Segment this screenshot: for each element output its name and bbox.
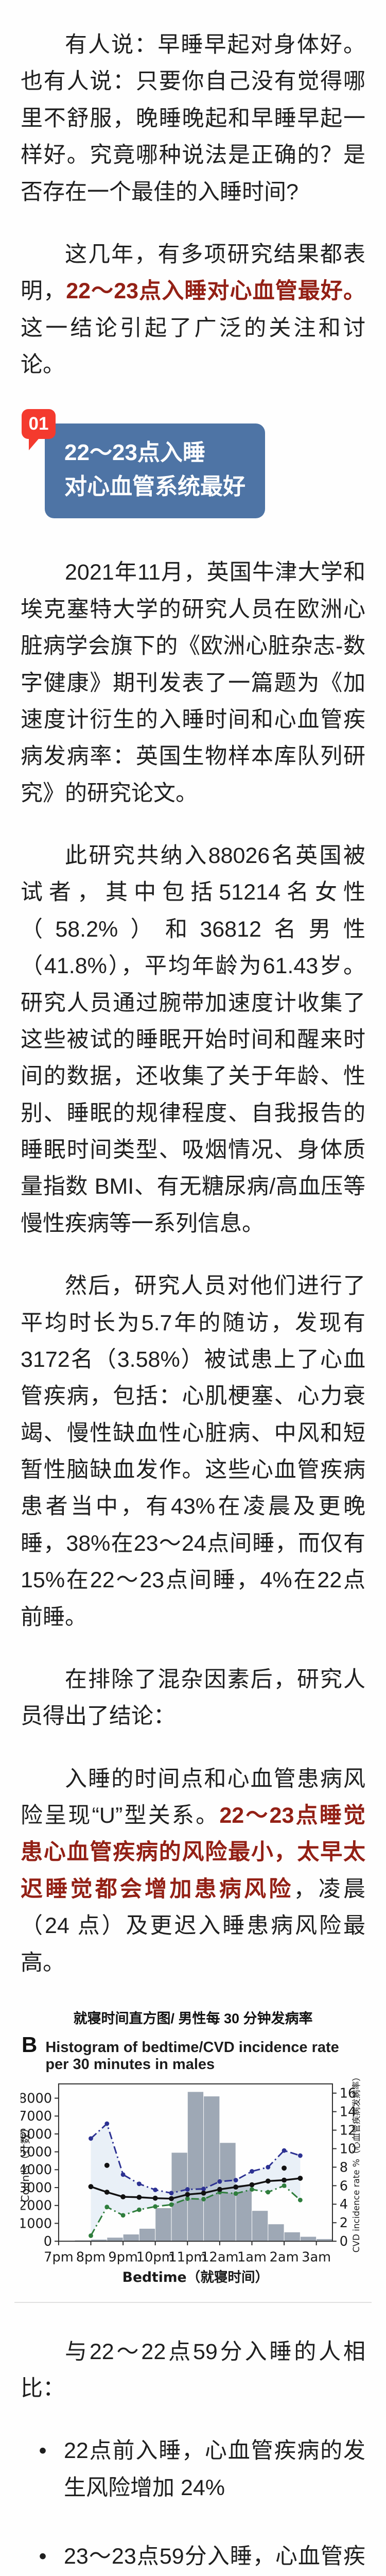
chart-svg: 0 1000 2000 3000 4000 5000 6000 7000 8000 0 2 4 6 8 10… [21, 2076, 361, 2285]
text-run: 此研究共纳入88026名英国被试者，其中包括51214名女性（58.2%）和36… [21, 843, 365, 1236]
svg-text:2am: 2am [270, 2249, 299, 2265]
svg-text:2000: 2000 [21, 2198, 52, 2214]
svg-text:8pm: 8pm [76, 2249, 106, 2265]
text-run: 在排除了混杂因素后，研究人员得出了结论： [21, 1667, 365, 1729]
paragraph: 2021年11月，英国牛津大学和埃克塞特大学的研究人员在欧洲心脏病学会旗下的《欧… [21, 554, 365, 812]
svg-text:0: 0 [340, 2234, 348, 2249]
svg-text:16: 16 [340, 2086, 357, 2101]
y-axis-label-right: CVD incidence rate %（心血管疾病发病率） [351, 2076, 361, 2252]
paragraph: 然后，研究人员对他们进行了平均时长为5.7年的随访，发现有3172名（3.58%… [21, 1268, 365, 1636]
svg-text:5000: 5000 [21, 2144, 52, 2160]
text-run: 2021年11月，英国牛津大学和埃克塞特大学的研究人员在欧洲心脏病学会旗下的《欧… [21, 560, 365, 806]
text-run: 然后，研究人员对他们进行了平均时长为5.7年的随访，发现有3172名（3.58%… [21, 1274, 365, 1630]
axis-ticks [55, 2092, 337, 2245]
section-title-box: 22～23点入睡 对心血管系统最好 [45, 423, 265, 519]
markers-black-solid-center [88, 2175, 303, 2201]
svg-text:7pm: 7pm [44, 2249, 74, 2265]
svg-text:8: 8 [340, 2160, 348, 2175]
svg-text:1am: 1am [237, 2249, 267, 2265]
text-run: 入睡的时间点和心血管患病风险呈现“U”型关系。 [21, 1766, 365, 1828]
histogram-bars [59, 2092, 332, 2242]
figure-caption-zh: 就寝时间直方图/ 男性每 30 分钟发病率 [73, 2010, 313, 2026]
svg-text:8000: 8000 [21, 2091, 52, 2106]
svg-text:2: 2 [340, 2215, 348, 2231]
section-number-badge: 01 [22, 409, 56, 439]
text-run: 22点前入睡，心血管疾病的发生风险增加 24% [64, 2438, 365, 2500]
bullet-item: • 22点前入睡，心血管疾病的发生风险增加 24% [21, 2433, 365, 2506]
paragraph: 在排除了混杂因素后，研究人员得出了结论： [21, 1662, 365, 1735]
svg-text:4: 4 [340, 2197, 348, 2212]
paragraph: 与22～22点59分入睡的人相比： [21, 2334, 365, 2408]
text-run: 这一结论引起了广泛的关注和讨论。 [21, 315, 365, 377]
x-axis-label: Bedtime（就寝时间） [122, 2269, 269, 2285]
svg-text:6000: 6000 [21, 2127, 52, 2142]
series-green-dashdot-lower [90, 2184, 301, 2236]
confidence-band [91, 2123, 301, 2236]
plot-frame [58, 2083, 333, 2242]
markers-green-dashdot-lower [89, 2183, 303, 2238]
text-run: ，凌晨（24 点）及更迟入睡患病风险最高。 [21, 1876, 366, 1975]
paragraph: 这几年，有多项研究结果都表明，22～23点入睡对心血管最好。这一结论引起了广泛的… [21, 236, 365, 384]
series-blue-dashdot-upper [90, 2122, 301, 2194]
markers-blue-dashdot-upper [89, 2121, 303, 2196]
svg-text:14: 14 [340, 2104, 357, 2120]
svg-text:7000: 7000 [21, 2109, 52, 2124]
bullet-dot-icon: • [39, 2544, 47, 2569]
series-black-solid-center [90, 2177, 301, 2200]
article-body: 有人说：早睡早起对身体好。也有人说：只要你自己没有觉得哪里不舒服，晚睡晚起和早睡… [14, 27, 372, 2576]
chart-container: 0 1000 2000 3000 4000 5000 6000 7000 8000 0 2 4 6 8 10… [21, 2076, 365, 2289]
highlight-text: 22～23点睡觉患心血管疾病的风险最小，太早太迟睡觉都会增加患病风险 [21, 1803, 365, 1902]
text-run: 23～23点59分入睡，心血管疾病的发生风险增加 12% [64, 2544, 365, 2569]
bullet-text: 23～23点59分入睡，心血管疾病的发生风险增加 12% [64, 2538, 365, 2576]
svg-text:12am: 12am [201, 2249, 238, 2265]
svg-text:9pm: 9pm [108, 2249, 138, 2265]
text-run: 有人说：早睡早起对身体好。也有人说：只要你自己没有觉得哪里不舒服，晚睡晚起和早睡… [21, 32, 365, 205]
svg-text:6: 6 [340, 2178, 348, 2194]
svg-text:12: 12 [340, 2123, 357, 2138]
section-title-line2: 对心血管系统最好 [64, 474, 245, 500]
svg-text:3000: 3000 [21, 2180, 52, 2196]
svg-text:10pm: 10pm [136, 2249, 174, 2265]
svg-text:3am: 3am [302, 2249, 331, 2265]
figure-divider [14, 2301, 372, 2303]
svg-text:11pm: 11pm [168, 2249, 206, 2265]
paragraph: 有人说：早睡早起对身体好。也有人说：只要你自己没有觉得哪里不舒服，晚睡晚起和早睡… [21, 27, 365, 211]
figure-title: Histogram of bedtime/CVD incidence rate … [45, 2039, 339, 2073]
bullet-item: • 23～23点59分入睡，心血管疾病的发生风险增加 12% [21, 2538, 365, 2576]
section-header: 01 22～23点入睡 对心血管系统最好 [21, 409, 365, 519]
figure-title-row: B Histogram of bedtime/CVD incidence rat… [21, 2032, 365, 2073]
svg-text:4000: 4000 [21, 2162, 52, 2178]
paragraph: 入睡的时间点和心血管患病风险呈现“U”型关系。22～23点睡觉患心血管疾病的风险… [21, 1761, 365, 1981]
svg-text:0: 0 [44, 2234, 52, 2249]
text-run: 这几年，有多项研究结果都表明， [21, 242, 365, 304]
svg-text:1000: 1000 [21, 2216, 52, 2231]
figure-panel-label: B [22, 2032, 38, 2057]
paragraph: 此研究共纳入88026名英国被试者，其中包括51214名女性（58.2%）和36… [21, 838, 365, 1242]
section-title-line1: 22～23点入睡 [64, 440, 205, 466]
section-number: 01 [28, 414, 49, 434]
text-run: 与22～22点59分入睡的人相比： [21, 2339, 365, 2401]
svg-text:10: 10 [340, 2141, 357, 2157]
outlier-dots [104, 2162, 287, 2171]
cvd-bedtime-figure: 就寝时间直方图/ 男性每 30 分钟发病率 B Histogram of bed… [14, 2007, 372, 2303]
y-axis-label-left: Counts（计数） [21, 2123, 31, 2202]
highlight-text: 22～23点入睡对心血管最好。 [66, 279, 365, 304]
bullet-dot-icon: • [39, 2438, 47, 2464]
bullet-text: 22点前入睡，心血管疾病的发生风险增加 24% [64, 2433, 365, 2506]
